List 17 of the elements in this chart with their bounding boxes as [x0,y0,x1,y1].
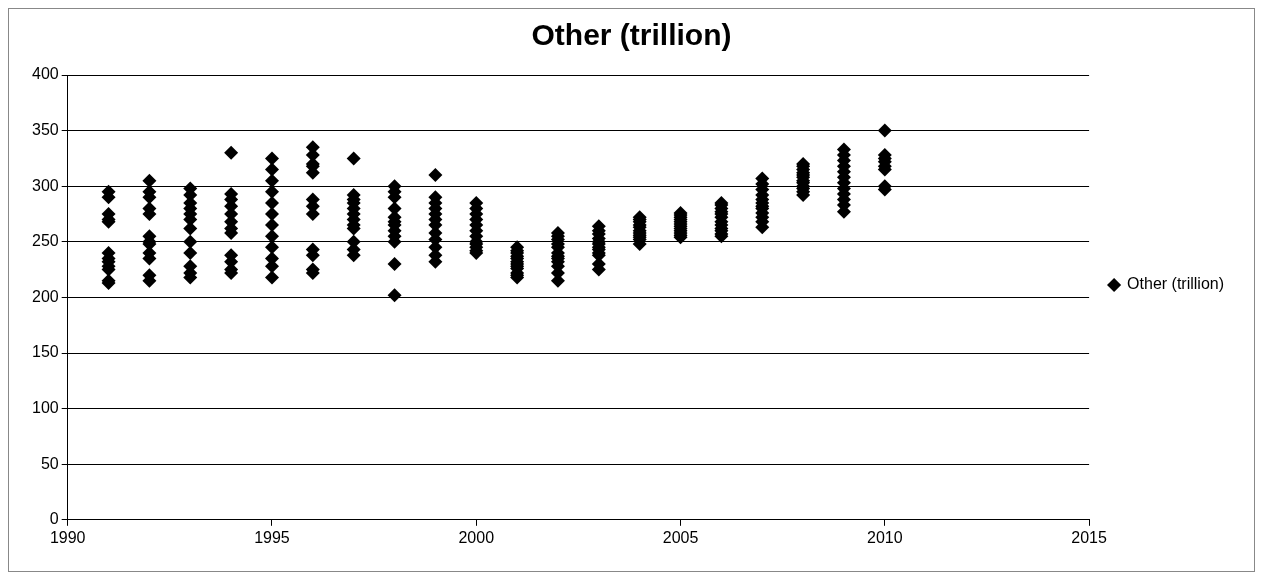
x-tick-label: 2000 [458,528,495,546]
y-tick-label: 350 [31,121,59,139]
legend-label: Other (trillion) [1127,275,1224,293]
x-tick-label: 1990 [49,528,86,546]
y-tick-label: 0 [49,510,59,528]
y-tick-label: 250 [31,232,59,250]
y-tick-label: 200 [31,287,59,305]
x-tick-label: 2010 [867,528,903,546]
y-tick-label: 300 [31,176,59,194]
y-tick-label: 50 [40,454,59,472]
y-tick-label: 100 [31,399,59,417]
y-tick-label: 150 [31,343,59,361]
chart-title: Other (trillion) [531,18,732,52]
x-tick-label: 2015 [1071,528,1107,546]
x-tick-label: 1995 [254,528,290,546]
x-tick-label: 2005 [662,528,699,546]
y-tick-label: 400 [31,65,59,83]
